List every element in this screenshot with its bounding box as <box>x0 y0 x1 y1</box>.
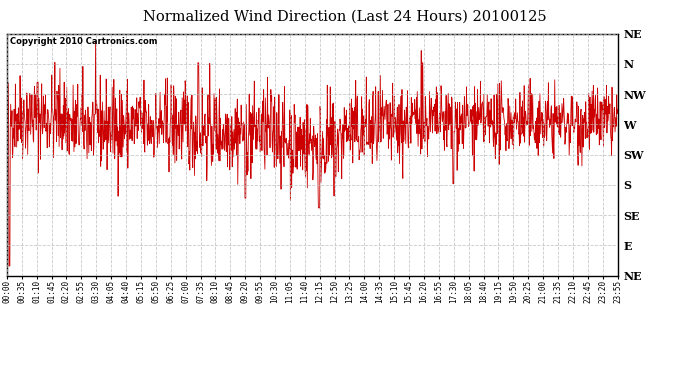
Text: Copyright 2010 Cartronics.com: Copyright 2010 Cartronics.com <box>10 38 157 46</box>
Text: Normalized Wind Direction (Last 24 Hours) 20100125: Normalized Wind Direction (Last 24 Hours… <box>144 9 546 23</box>
